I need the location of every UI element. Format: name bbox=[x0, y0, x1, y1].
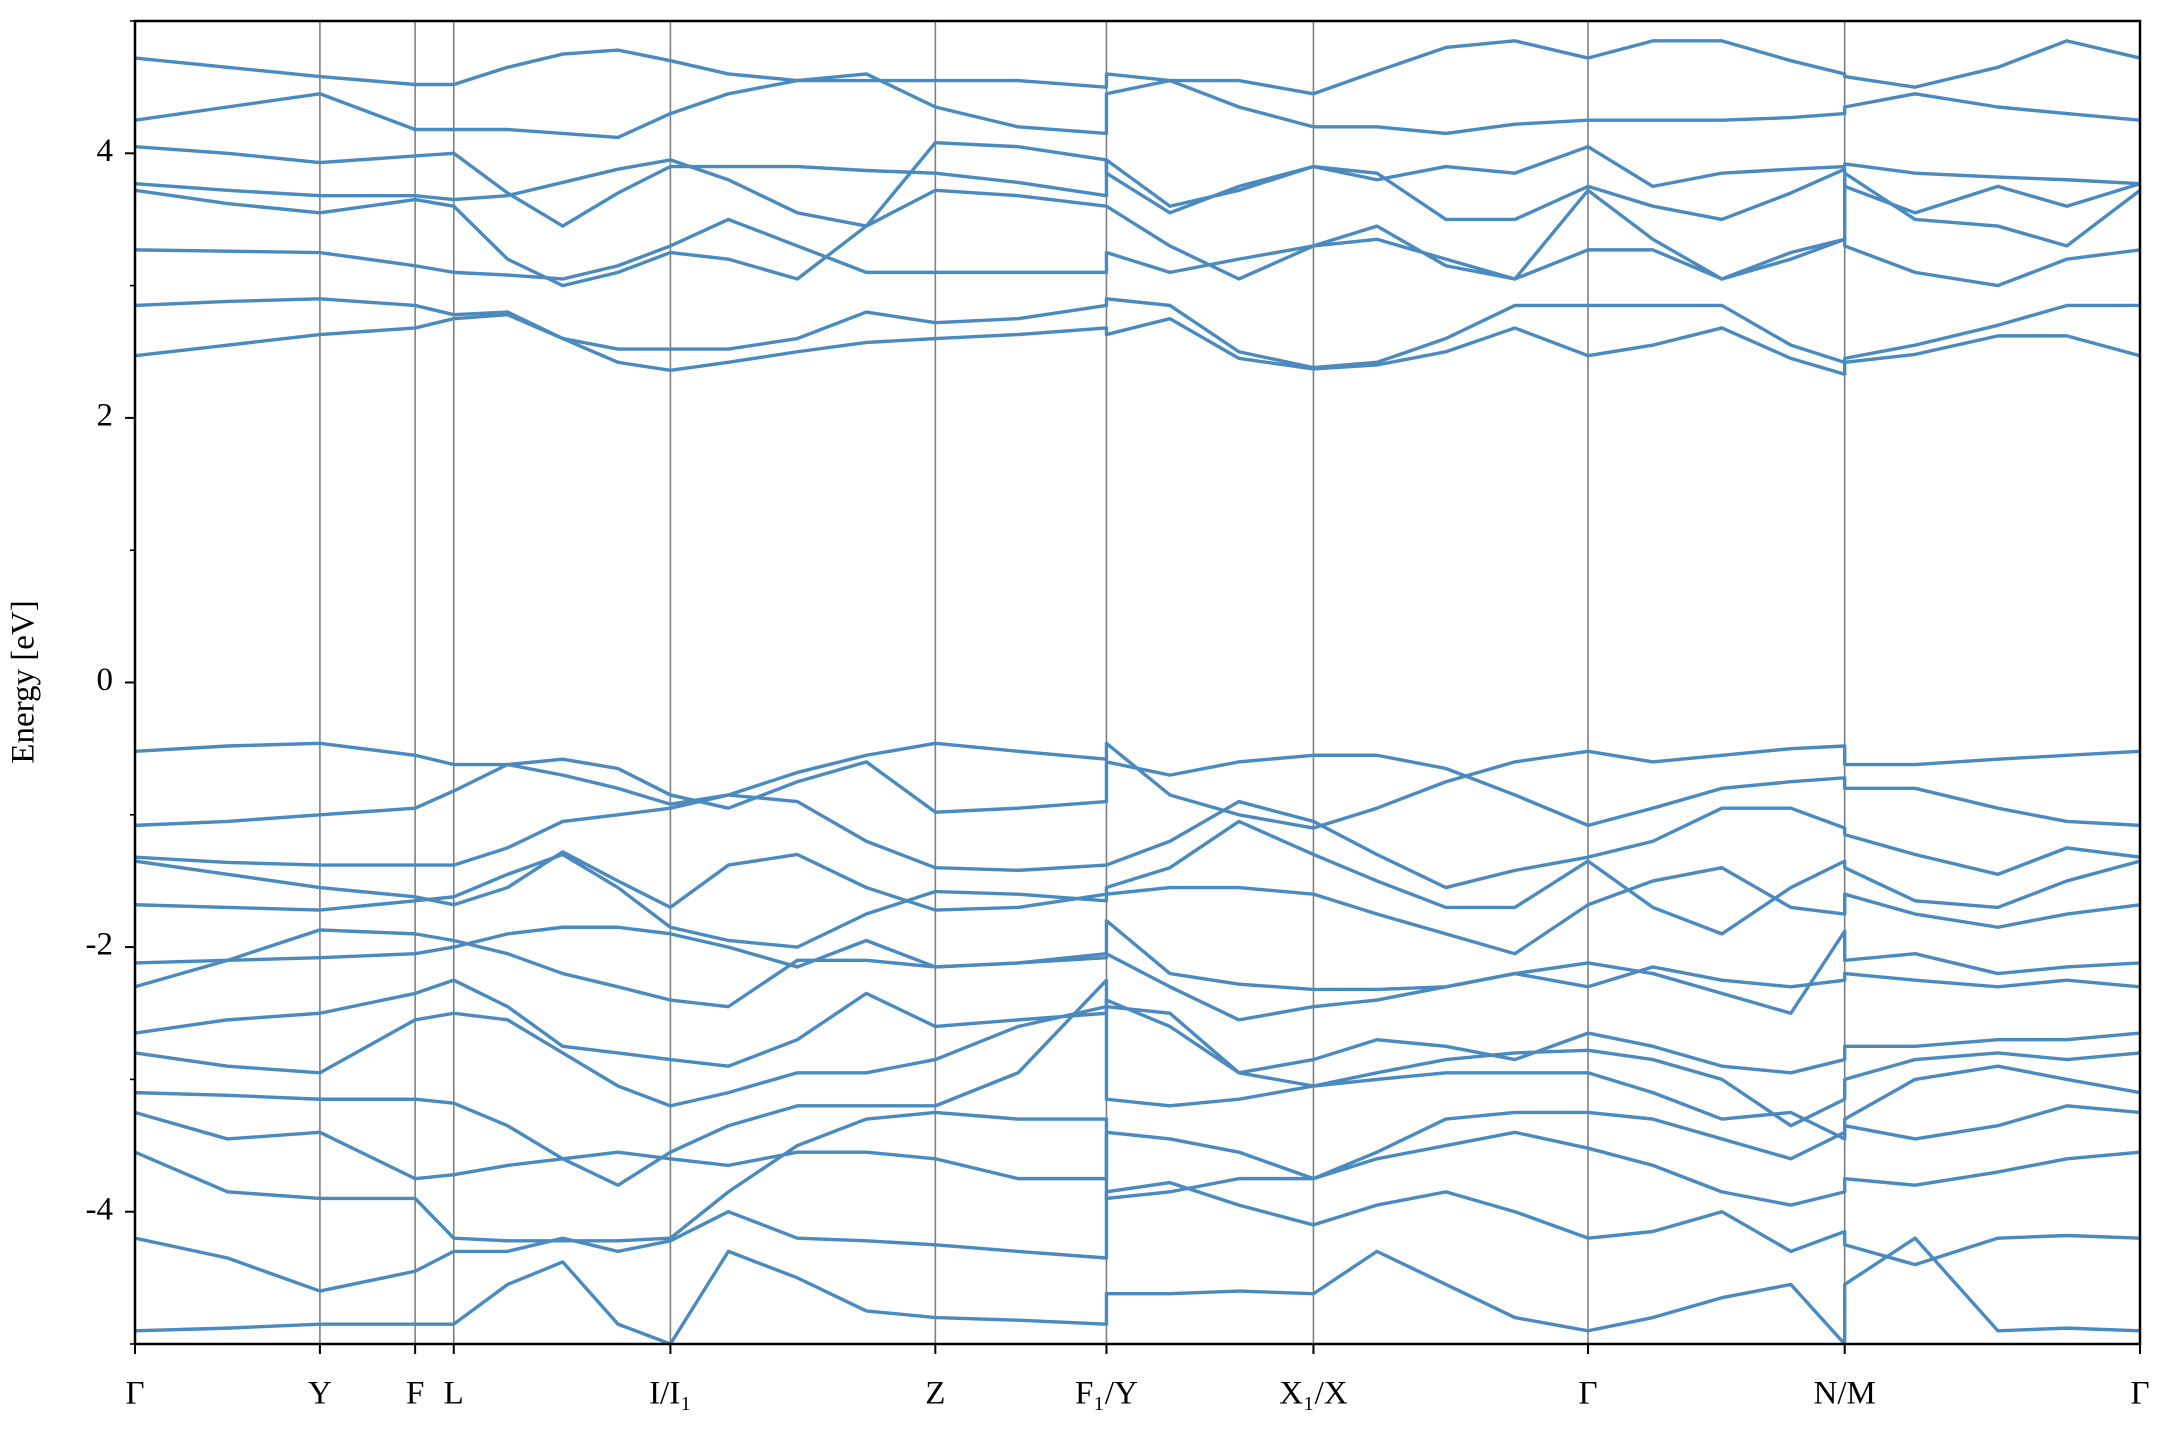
y-axis-label: Energy [eV] bbox=[6, 600, 42, 763]
x-tick-label: F₁/Y bbox=[1075, 1376, 1138, 1412]
band-line bbox=[135, 141, 2140, 228]
band-line bbox=[135, 1236, 2140, 1344]
band-line bbox=[135, 753, 2140, 828]
x-tick-label: X₁/X bbox=[1279, 1376, 1348, 1412]
x-tick-label: L bbox=[444, 1376, 464, 1412]
band-line bbox=[135, 39, 2140, 96]
y-tick-label: 2 bbox=[97, 397, 114, 433]
band-line bbox=[135, 1004, 2140, 1128]
x-tick-label: Γ bbox=[1578, 1376, 1597, 1412]
x-tick-label: Γ bbox=[125, 1376, 144, 1412]
band-line bbox=[135, 72, 2140, 140]
band-line bbox=[135, 1180, 2140, 1293]
band-line bbox=[135, 852, 2140, 956]
y-tick-label: 0 bbox=[97, 662, 114, 698]
band-line bbox=[135, 793, 2140, 890]
y-tick-label: 4 bbox=[97, 133, 114, 169]
x-tick-label: Γ bbox=[2130, 1376, 2149, 1412]
band-line bbox=[135, 819, 2140, 936]
band-line bbox=[135, 144, 2140, 228]
x-tick-label: I/I₁ bbox=[649, 1376, 692, 1412]
band-line bbox=[135, 1110, 2140, 1243]
plot-frame bbox=[133, 19, 2142, 1346]
band-line bbox=[135, 918, 2140, 1015]
band-line bbox=[135, 978, 2140, 1075]
bands bbox=[135, 39, 2140, 1344]
x-tick-label: N/M bbox=[1814, 1376, 1876, 1412]
band-line bbox=[135, 171, 2140, 288]
band-line bbox=[135, 978, 2140, 1187]
band-line bbox=[135, 297, 2140, 370]
band-line bbox=[135, 928, 2140, 1022]
y-tick-label: -2 bbox=[86, 927, 114, 963]
x-tick-label: Y bbox=[308, 1376, 332, 1412]
x-tick-label: F bbox=[406, 1376, 424, 1412]
x-tick-label: Z bbox=[925, 1376, 945, 1412]
band-line bbox=[135, 313, 2140, 376]
y-tick-label: -4 bbox=[86, 1191, 114, 1227]
band-line bbox=[135, 1104, 2140, 1181]
